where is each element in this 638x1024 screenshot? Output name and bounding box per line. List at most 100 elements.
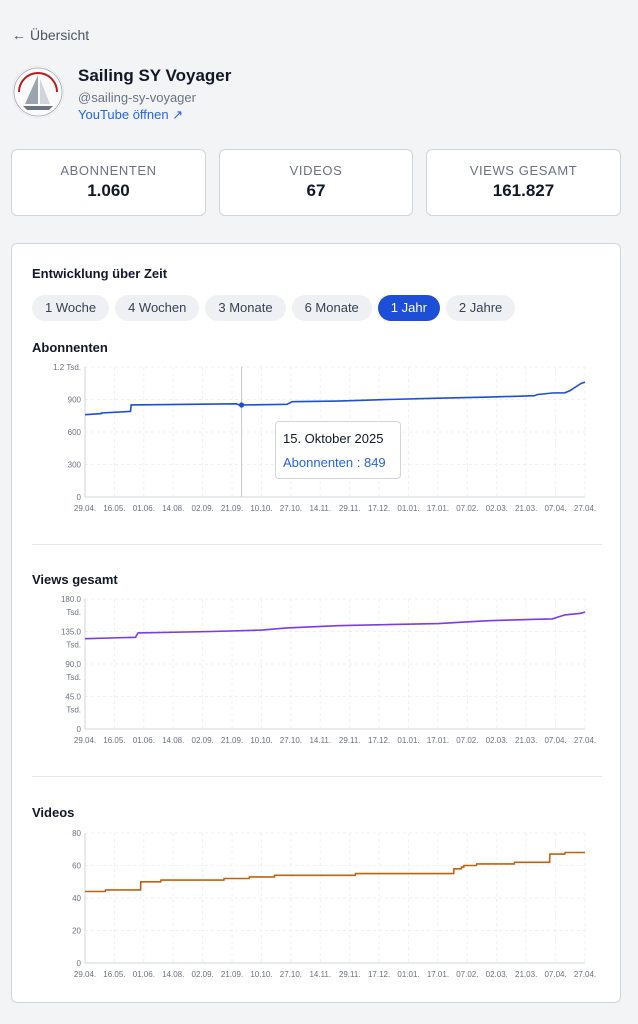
- x-tick-label: 29.11.: [339, 504, 361, 513]
- y-tick-label: Tsd.: [66, 673, 81, 682]
- x-tick-label: 02.03.: [486, 970, 508, 979]
- stat-label: VIEWS GESAMT: [469, 163, 578, 178]
- y-tick-label: 600: [68, 428, 82, 437]
- x-tick-label: 02.03.: [486, 736, 508, 745]
- x-tick-label: 10.10.: [250, 736, 272, 745]
- x-tick-label: 02.03.: [486, 504, 508, 513]
- x-tick-label: 01.01.: [397, 504, 419, 513]
- y-tick-label: 60: [72, 862, 81, 871]
- x-tick-label: 10.10.: [250, 970, 272, 979]
- x-tick-label: 27.04.: [574, 504, 596, 513]
- avatar: [12, 66, 64, 118]
- y-tick-label: 90.0: [65, 660, 81, 669]
- tooltip-date: 15. Oktober 2025: [283, 431, 384, 446]
- trend-panel: Entwicklung über Zeit 1 Woche 4 Wochen 3…: [11, 243, 621, 1003]
- x-tick-label: 27.10.: [280, 736, 302, 745]
- series-line: [84, 381, 586, 416]
- series-line: [84, 611, 586, 640]
- y-tick-label: 900: [68, 396, 82, 405]
- x-tick-label: 27.10.: [280, 504, 302, 513]
- x-tick-label: 07.04.: [544, 970, 566, 979]
- x-tick-label: 07.04.: [544, 736, 566, 745]
- stat-value: 161.827: [492, 181, 555, 200]
- x-tick-label: 14.08.: [162, 736, 184, 745]
- stat-value: 67: [306, 181, 326, 200]
- back-arrow-icon: ←: [12, 27, 26, 43]
- range-6-months[interactable]: 6 Monate: [291, 295, 372, 321]
- x-tick-label: 07.02.: [456, 504, 478, 513]
- x-tick-label: 02.09.: [192, 970, 214, 979]
- x-tick-label: 21.09.: [221, 504, 243, 513]
- sailboat-logo: [13, 67, 63, 117]
- range-2-years[interactable]: 2 Jahre: [445, 295, 516, 321]
- x-tick-label: 17.01.: [427, 970, 449, 979]
- x-tick-label: 29.04.: [74, 970, 96, 979]
- x-tick-label: 29.11.: [339, 970, 361, 979]
- back-link[interactable]: ← Übersicht: [12, 27, 89, 43]
- x-tick-label: 01.01.: [397, 736, 419, 745]
- x-tick-label: 14.11.: [309, 736, 331, 745]
- y-tick-label: 135.0: [61, 628, 82, 637]
- x-tick-label: 17.12.: [368, 736, 390, 745]
- x-tick-label: 21.03.: [515, 504, 537, 513]
- x-tick-label: 16.05.: [103, 736, 125, 745]
- stat-label: ABONNENTEN: [60, 163, 157, 178]
- y-tick-label: 45.0: [65, 693, 81, 702]
- stat-card-videos: VIDEOS 67: [219, 149, 413, 216]
- views-chart[interactable]: 0 45.0 Tsd. 90.0 Tsd. 135.0 Tsd. 180.0 Tsd. 29.04…: [32, 594, 602, 754]
- back-label: Übersicht: [30, 27, 90, 43]
- y-tick-label: 0: [77, 725, 82, 734]
- panel-title: Entwicklung über Zeit: [32, 266, 168, 281]
- x-tick-label: 07.04.: [544, 504, 566, 513]
- x-tick-label: 17.01.: [427, 504, 449, 513]
- range-3-months[interactable]: 3 Monate: [205, 295, 286, 321]
- x-tick-label: 21.09.: [221, 736, 243, 745]
- x-tick-label: 07.02.: [456, 736, 478, 745]
- stat-card-views: VIEWS GESAMT 161.827: [426, 149, 621, 216]
- range-4-weeks[interactable]: 4 Wochen: [115, 295, 200, 321]
- range-selector: 1 Woche 4 Wochen 3 Monate 6 Monate 1 Jah…: [32, 295, 516, 321]
- channel-handle: @sailing-sy-voyager: [78, 90, 196, 105]
- x-tick-label: 16.05.: [103, 504, 125, 513]
- x-tick-label: 14.11.: [309, 504, 331, 513]
- chart-title-views: Views gesamt: [32, 572, 118, 587]
- range-1-week[interactable]: 1 Woche: [32, 295, 110, 321]
- x-tick-label: 17.01.: [427, 736, 449, 745]
- divider: [32, 544, 602, 545]
- x-tick-label: 14.08.: [162, 970, 184, 979]
- x-tick-label: 17.12.: [368, 504, 390, 513]
- x-tick-label: 17.12.: [368, 970, 390, 979]
- videos-chart[interactable]: 0 20 40 60 80 29.04. 16.05. 01.06. 14.08. 02.09. 2…: [32, 828, 602, 988]
- x-tick-label: 21.03.: [515, 736, 537, 745]
- chart-tooltip: 15. Oktober 2025 Abonnenten : 849: [275, 421, 401, 479]
- y-tick-label: Tsd.: [66, 608, 81, 617]
- x-tick-label: 27.04.: [574, 736, 596, 745]
- x-tick-label: 29.04.: [74, 736, 96, 745]
- x-tick-label: 16.05.: [103, 970, 125, 979]
- x-tick-label: 01.01.: [397, 970, 419, 979]
- series-line: [85, 851, 585, 893]
- stat-label: VIDEOS: [289, 163, 343, 178]
- y-tick-label: 300: [68, 461, 82, 470]
- y-tick-label: 0: [77, 493, 82, 502]
- chart-title-videos: Videos: [32, 805, 75, 820]
- y-tick-label: Tsd.: [66, 641, 81, 650]
- range-1-year[interactable]: 1 Jahr: [377, 295, 440, 321]
- youtube-open-link[interactable]: YouTube öffnen ↗: [78, 107, 184, 122]
- stat-value: 1.060: [87, 181, 130, 200]
- stat-card-subscribers: ABONNENTEN 1.060: [11, 149, 206, 216]
- y-tick-label: 20: [72, 927, 81, 936]
- x-tick-label: 29.04.: [74, 504, 96, 513]
- x-tick-label: 01.06.: [133, 504, 155, 513]
- y-tick-label: 0: [77, 959, 82, 968]
- y-tick-label: 80: [72, 829, 81, 838]
- x-tick-label: 14.08.: [162, 504, 184, 513]
- x-tick-label: 07.02.: [456, 970, 478, 979]
- x-tick-label: 21.09.: [221, 970, 243, 979]
- x-tick-label: 27.04.: [574, 970, 596, 979]
- y-tick-label: 180.0: [61, 595, 82, 604]
- x-tick-label: 21.03.: [515, 970, 537, 979]
- x-tick-label: 10.10.: [250, 504, 272, 513]
- hover-point: [238, 402, 245, 408]
- x-tick-label: 27.10.: [280, 970, 302, 979]
